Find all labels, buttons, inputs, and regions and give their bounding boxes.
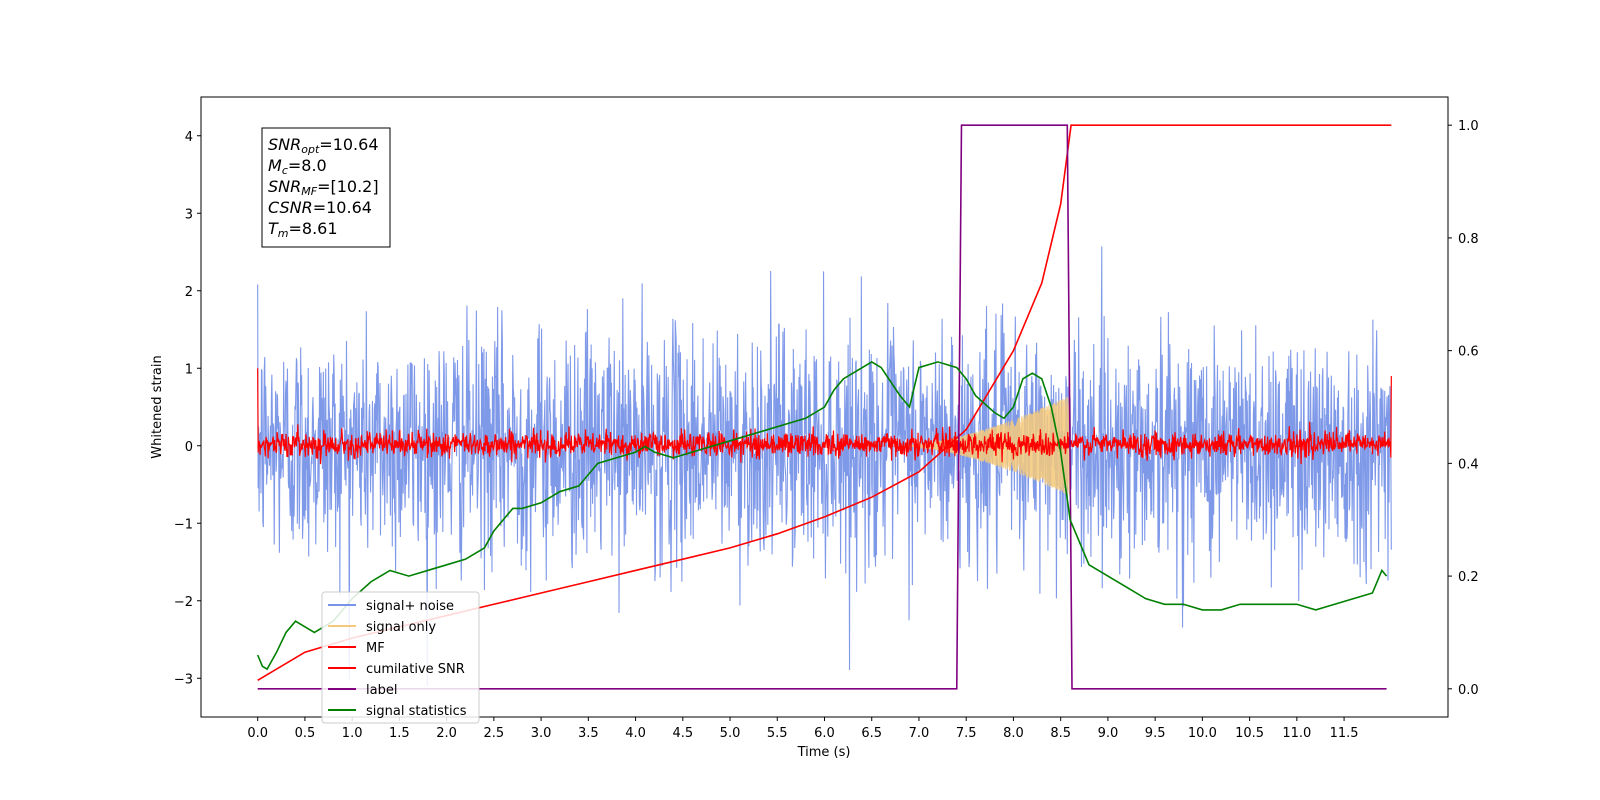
legend-label: signal+ noise — [366, 599, 454, 614]
annotation-line: SNRMF=[10.2] — [268, 177, 379, 198]
y2-tick-label: 0.8 — [1458, 232, 1479, 247]
x-tick-label: 6.5 — [861, 726, 882, 741]
y-tick-label: 1 — [185, 362, 193, 377]
y-tick-label: 3 — [185, 207, 193, 222]
annotation-line: Mc=8.0 — [268, 156, 327, 177]
series-mf — [257, 368, 1392, 465]
y-axis-label: Whitened strain — [150, 355, 165, 458]
legend-label: label — [366, 683, 397, 698]
y-tick-label: −3 — [174, 672, 193, 687]
legend-label: signal statistics — [366, 704, 467, 719]
x-tick-label: 10.0 — [1188, 726, 1217, 741]
x-tick-label: 7.0 — [909, 726, 930, 741]
x-tick-label: 9.5 — [1145, 726, 1166, 741]
x-tick-label: 10.5 — [1235, 726, 1264, 741]
x-tick-label: 7.5 — [956, 726, 977, 741]
annotation-frame — [261, 127, 391, 248]
series-label — [257, 124, 1387, 690]
x-tick-label: 5.0 — [720, 726, 741, 741]
x-tick-label: 3.0 — [531, 726, 552, 741]
series-signal-noise — [257, 246, 1392, 687]
x-tick-label: 2.5 — [484, 726, 505, 741]
legend-frame — [321, 591, 480, 724]
x-tick-label: 9.0 — [1098, 726, 1119, 741]
y2-tick-label: 0.6 — [1458, 345, 1479, 360]
annotation-line: Tm=8.61 — [268, 219, 338, 240]
legend: signal+ noise signal only MF cumilative SNR… — [321, 591, 480, 724]
legend-label: cumilative SNR — [366, 662, 465, 677]
y2-tick-label: 0.2 — [1458, 570, 1479, 585]
x-tick-label: 11.5 — [1330, 726, 1359, 741]
y-axis-left: −3 −2 −1 0 1 2 3 4 — [174, 130, 201, 687]
annotation-box: SNRopt=10.64Mc=8.0SNRMF=[10.2]CSNR=10.64… — [261, 127, 391, 248]
x-tick-label: 1.0 — [342, 726, 363, 741]
y-axis-right: 0.0 0.2 0.4 0.6 0.8 1.0 — [1448, 119, 1479, 698]
y2-tick-label: 1.0 — [1458, 119, 1479, 134]
y-tick-label: 2 — [185, 285, 193, 300]
x-tick-label: 0.0 — [247, 726, 268, 741]
x-tick-label: 1.5 — [389, 726, 410, 741]
y2-tick-label: 0.4 — [1458, 457, 1479, 472]
x-tick-label: 5.5 — [767, 726, 788, 741]
y2-tick-label: 0.0 — [1458, 683, 1479, 698]
x-axis: 0.0 0.5 1.0 1.5 2.0 2.5 3.0 3.5 4.0 4.5 5.0 5.5 6.0 6… — [247, 717, 1359, 741]
x-tick-label: 4.5 — [672, 726, 693, 741]
series-signal-statistics — [256, 360, 1388, 671]
annotation-line: SNRopt=10.64 — [268, 135, 379, 156]
y-tick-label: −1 — [174, 517, 193, 532]
x-tick-label: 6.0 — [814, 726, 835, 741]
x-axis-label: Time (s) — [797, 745, 851, 760]
annotation-line: CSNR=10.64 — [268, 198, 372, 217]
y-tick-label: 0 — [185, 440, 193, 455]
legend-label: signal only — [366, 620, 436, 635]
x-tick-label: 11.0 — [1282, 726, 1311, 741]
x-tick-label: 2.0 — [436, 726, 457, 741]
y-tick-label: 4 — [185, 130, 193, 145]
x-tick-label: 8.5 — [1050, 726, 1071, 741]
x-tick-label: 4.0 — [625, 726, 646, 741]
x-tick-label: 3.5 — [578, 726, 599, 741]
y-tick-label: −2 — [174, 595, 193, 610]
x-tick-label: 0.5 — [295, 726, 316, 741]
legend-label: MF — [366, 641, 385, 656]
x-tick-label: 8.0 — [1003, 726, 1024, 741]
